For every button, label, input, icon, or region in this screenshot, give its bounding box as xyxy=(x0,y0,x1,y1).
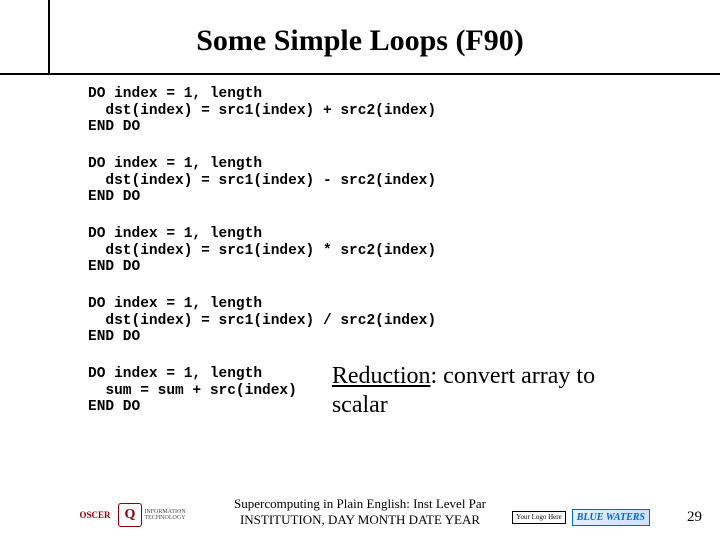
code-block-sub: DO index = 1, length dst(index) = src1(i… xyxy=(88,156,650,206)
logo-bluewaters: BLUE WATERS xyxy=(572,509,650,526)
content-area: DO index = 1, length dst(index) = src1(i… xyxy=(0,64,720,420)
code-block-add: DO index = 1, length dst(index) = src1(i… xyxy=(88,86,650,136)
slide-title: Some Simple Loops (F90) xyxy=(0,0,720,64)
reduction-label: Reduction xyxy=(332,363,431,389)
code-block-div: DO index = 1, length dst(index) = src1(i… xyxy=(88,296,650,346)
title-rule-horizontal xyxy=(0,73,720,75)
title-rule-vertical xyxy=(48,0,50,73)
code-block-reduction: DO index = 1, length sum = sum + src(ind… xyxy=(88,366,297,416)
logos-right: Your Logo Here BLUE WATERS xyxy=(512,509,650,526)
page-number: 29 xyxy=(687,509,702,526)
code-block-mul: DO index = 1, length dst(index) = src1(i… xyxy=(88,226,650,276)
logo-placeholder: Your Logo Here xyxy=(512,511,566,524)
reduction-caption: Reduction: convert array to scalar xyxy=(297,362,650,420)
